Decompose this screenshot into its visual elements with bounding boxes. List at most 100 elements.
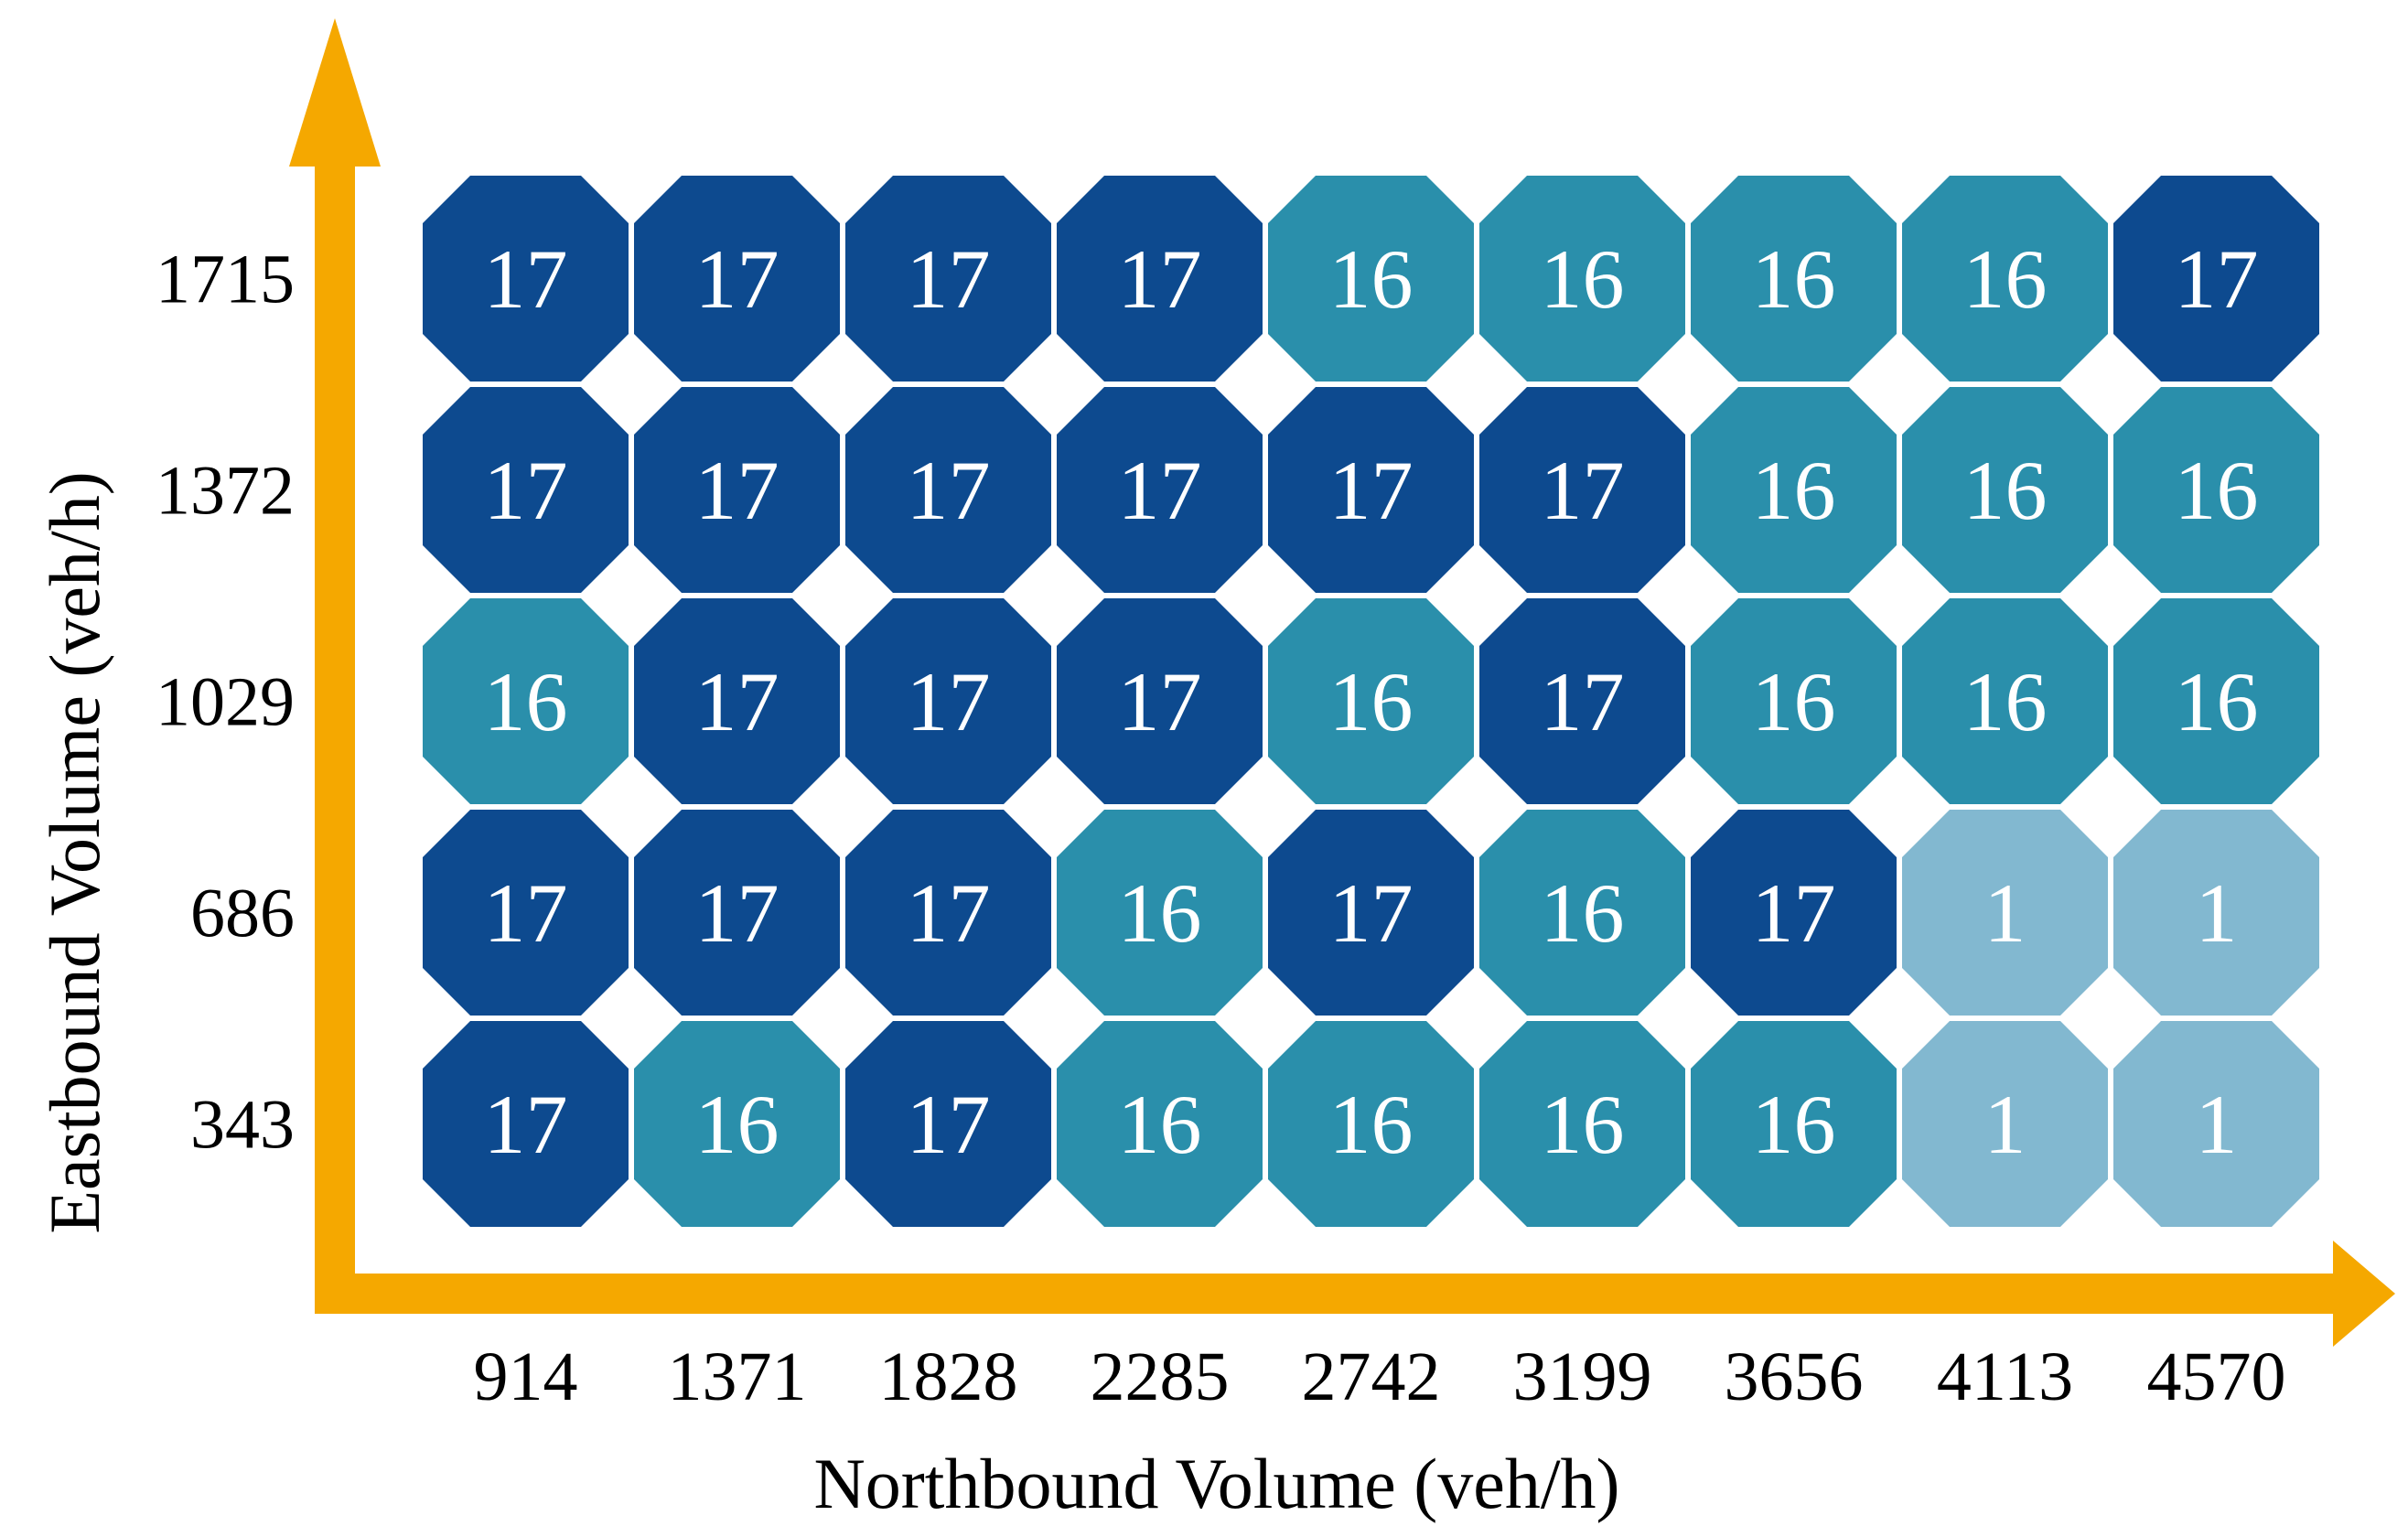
cell-value-label: 17: [1329, 866, 1414, 960]
cell-value-label: 16: [1963, 655, 2048, 748]
heatmap-cell: [1057, 387, 1263, 593]
heatmap-cell: [845, 387, 1051, 593]
y-tick-label: 686: [190, 875, 295, 951]
cell-value-label: 17: [907, 1078, 991, 1171]
heatmap-cell: [634, 387, 840, 593]
cell-value-label: 16: [1329, 232, 1414, 326]
heatmap-cell: [1902, 810, 2108, 1016]
y-tick-label: 1715: [156, 241, 295, 317]
heatmap-cell: [2113, 598, 2319, 804]
cell-value-label: 17: [484, 866, 568, 960]
heatmap-cell: [634, 598, 840, 804]
heatmap-cell: [423, 1021, 629, 1227]
x-tick-label: 1371: [668, 1338, 807, 1415]
cell-value-label: 17: [1541, 444, 1625, 537]
heatmap-cell: [423, 176, 629, 382]
cell-value-label: 17: [1118, 655, 1202, 748]
cell-value-label: 16: [1752, 232, 1836, 326]
cell-value-label: 1: [2196, 1078, 2238, 1171]
heatmap-cell: [1902, 176, 2108, 382]
cell-value-label: 16: [1752, 655, 1836, 748]
heatmap-cell: [1057, 1021, 1263, 1227]
heatmap-cell: [1057, 598, 1263, 804]
cell-value-label: 17: [2175, 232, 2259, 326]
cell-value-label: 17: [695, 232, 779, 326]
cell-value-label: 1: [1984, 866, 2026, 960]
cell-value-label: 16: [1752, 1078, 1836, 1171]
cell-value-label: 1: [1984, 1078, 2026, 1171]
cell-value-label: 17: [907, 655, 991, 748]
heatmap-cell: [1479, 810, 1685, 1016]
cell-value-label: 1: [2196, 866, 2238, 960]
cell-value-label: 17: [1752, 866, 1836, 960]
heatmap-cell: [845, 598, 1051, 804]
x-axis-line: [315, 1274, 2342, 1314]
heatmap-cell: [1691, 387, 1897, 593]
x-tick-label: 4570: [2147, 1338, 2286, 1415]
heatmap-cell: [1268, 598, 1474, 804]
heatmap-cell: [845, 810, 1051, 1016]
heatmap-cell: [1057, 810, 1263, 1016]
heatmap-cell: [423, 387, 629, 593]
cell-value-label: 16: [484, 655, 568, 748]
heatmap-cell: [2113, 387, 2319, 593]
cell-value-label: 17: [1118, 444, 1202, 537]
cell-value-label: 17: [484, 1078, 568, 1171]
heatmap-cell: [1268, 387, 1474, 593]
y-tick-label: 1372: [156, 452, 295, 529]
x-tick-label: 914: [474, 1338, 578, 1415]
cell-value-label: 17: [1118, 232, 1202, 326]
cell-value-label: 16: [1329, 655, 1414, 748]
cell-value-label: 16: [1541, 232, 1625, 326]
y-tick-label: 343: [190, 1086, 295, 1163]
labels-layer: 914 1371 1828 2285 2742 3199 3656 4113 4570 1715 1…: [35, 241, 2286, 1523]
cell-value-label: 17: [907, 866, 991, 960]
cell-value-label: 16: [1541, 866, 1625, 960]
heatmap-cell: [1268, 176, 1474, 382]
heatmap-cell: [1268, 810, 1474, 1016]
y-tick-label: 1029: [156, 663, 295, 740]
heatmap-cell: [634, 810, 840, 1016]
cell-value-label: 17: [907, 444, 991, 537]
heatmap-cell: [1691, 598, 1897, 804]
cell-value-label: 17: [1541, 655, 1625, 748]
heatmap-cell: [423, 598, 629, 804]
heatmap-cell: [634, 1021, 840, 1227]
heatmap-cell: [1479, 176, 1685, 382]
heatmap-cell: [423, 810, 629, 1016]
heatmap-cell: [1691, 1021, 1897, 1227]
x-tick-label: 2285: [1091, 1338, 1230, 1415]
cell-value-label: 16: [2175, 655, 2259, 748]
cell-value-label: 16: [1541, 1078, 1625, 1171]
heatmap-cell: [1902, 1021, 2108, 1227]
y-axis-line: [315, 154, 355, 1314]
cell-value-label: 16: [1963, 232, 2048, 326]
x-tick-label: 3656: [1725, 1338, 1864, 1415]
x-axis-arrowhead: [2333, 1241, 2395, 1347]
heatmap-cell: [1691, 810, 1897, 1016]
heatmap-cell: [1268, 1021, 1474, 1227]
x-tick-label: 1828: [879, 1338, 1018, 1415]
heatmap-cell: [1691, 176, 1897, 382]
heatmap-cell: [1479, 598, 1685, 804]
y-axis-arrowhead: [289, 18, 381, 167]
heatmap-cell: [2113, 810, 2319, 1016]
heatmap-cell: [634, 176, 840, 382]
heatmap-cell: [1902, 387, 2108, 593]
axes-layer: [289, 18, 2395, 1347]
x-tick-label: 3199: [1513, 1338, 1652, 1415]
heatmap-cell: [845, 1021, 1051, 1227]
cell-value-label: 17: [1329, 444, 1414, 537]
cell-value-label: 17: [695, 866, 779, 960]
cell-value-label: 16: [1752, 444, 1836, 537]
cell-value-label: 16: [1118, 1078, 1202, 1171]
heatmap-cell: [1479, 1021, 1685, 1227]
heatmap-cell: [845, 176, 1051, 382]
heatmap-cell: [2113, 176, 2319, 382]
cells-layer: 17 17 17 17 16 16 16 16 17 17 17 17 17 17 17 16 16 16 16 17…: [423, 176, 2319, 1227]
heatmap-cell: [1479, 387, 1685, 593]
cell-value-label: 17: [484, 444, 568, 537]
x-tick-label: 2742: [1302, 1338, 1441, 1415]
